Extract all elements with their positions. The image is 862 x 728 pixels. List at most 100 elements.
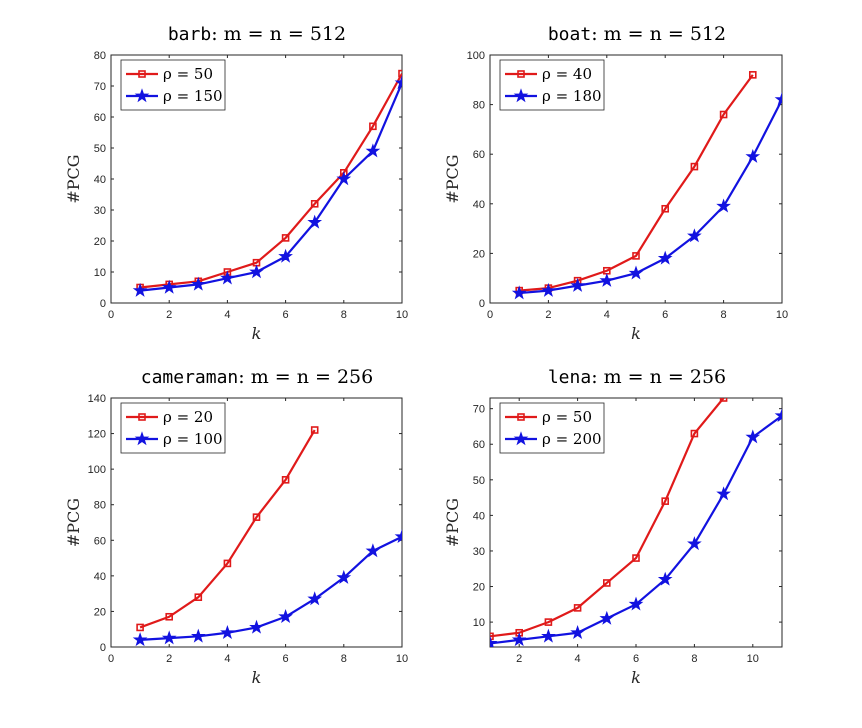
data-point — [132, 282, 148, 297]
series-line — [139, 429, 316, 629]
chart-panel-1: barb: m = n = 512 0 2 4 6 8 10 0 10 20 30 40 50 60 70 8… — [64, 23, 408, 343]
data-point — [398, 69, 402, 78]
data-point — [490, 635, 498, 647]
data-point — [690, 162, 699, 171]
data-point — [223, 559, 232, 568]
chart-title: barb: m = n = 512 — [168, 23, 346, 45]
data-point — [249, 264, 264, 279]
x-axis-label: k — [252, 324, 262, 343]
data-point — [745, 429, 761, 444]
axes-box — [110, 397, 403, 648]
x-tick-label: 6 — [283, 653, 289, 665]
data-point — [657, 250, 673, 265]
legend-label: ρ = 100 — [163, 430, 223, 448]
y-tick-label: 40 — [94, 571, 106, 583]
data-point — [719, 398, 728, 402]
y-tick-label: 40 — [473, 510, 485, 522]
data-point — [719, 110, 728, 119]
y-tick-label: 20 — [473, 248, 485, 260]
x-tick-label: 8 — [341, 309, 347, 321]
data-point — [716, 198, 731, 213]
series-line — [139, 82, 402, 292]
y-tick-label: 100 — [88, 464, 106, 476]
data-point — [278, 248, 293, 263]
series-2 — [511, 91, 782, 300]
series-line — [140, 535, 402, 641]
data-point — [602, 579, 611, 587]
legend-label: ρ = 50 — [163, 65, 213, 83]
data-point — [190, 276, 206, 291]
data-point — [394, 529, 402, 543]
data-point — [336, 171, 352, 186]
data-point — [278, 609, 293, 624]
series-2 — [132, 529, 402, 647]
x-tick-label: 2 — [545, 309, 551, 321]
data-point — [394, 75, 402, 90]
chart-title: lena: m = n = 256 — [548, 366, 726, 388]
chart-title: boat: m = n = 512 — [548, 23, 726, 45]
y-tick-label: 50 — [94, 143, 106, 155]
data-point — [661, 204, 670, 213]
x-tick-label: 10 — [776, 309, 788, 321]
y-tick-label: 60 — [94, 535, 106, 547]
data-point — [336, 569, 352, 584]
series-line — [139, 73, 402, 289]
legend-label: ρ = 200 — [542, 430, 602, 448]
legend-marker — [513, 88, 529, 103]
y-tick-label: 10 — [94, 267, 106, 279]
legend: ρ = 50 ρ = 200 — [499, 402, 605, 454]
data-point — [136, 623, 144, 632]
x-tick-label: 6 — [662, 309, 668, 321]
x-tick-label: 4 — [604, 309, 610, 321]
y-axis-label: #PCG — [64, 154, 83, 203]
y-tick-label: 30 — [94, 205, 106, 217]
x-tick-label: 0 — [108, 653, 114, 665]
x-tick-label: 4 — [575, 653, 581, 665]
data-point — [365, 143, 381, 158]
y-tick-label: 20 — [94, 606, 106, 618]
data-point — [490, 632, 494, 641]
data-point — [661, 497, 670, 505]
x-tick-label: 2 — [166, 653, 172, 665]
data-point — [281, 476, 290, 484]
x-tick-label: 2 — [166, 309, 172, 321]
x-tick-label: 6 — [283, 309, 289, 321]
x-tick-label: 0 — [487, 309, 493, 321]
chart-title-name: cameraman — [141, 367, 239, 388]
data-point — [774, 91, 782, 106]
legend-label: ρ = 50 — [542, 408, 592, 426]
y-tick-label: 0 — [100, 642, 106, 654]
y-tick-label: 70 — [473, 404, 485, 416]
data-point — [690, 429, 699, 438]
chart-title-dims: : m = n = 256 — [591, 366, 726, 388]
data-point — [511, 285, 527, 300]
y-tick-label: 10 — [473, 617, 485, 629]
x-tick-label: 6 — [633, 653, 639, 665]
legend-label: ρ = 180 — [542, 87, 602, 105]
axes-box — [489, 54, 783, 304]
y-tick-label: 40 — [473, 199, 485, 211]
legend-label: ρ = 40 — [542, 65, 592, 83]
data-point — [307, 214, 323, 229]
y-tick-label: 140 — [88, 393, 106, 405]
legend-label: ρ = 20 — [163, 408, 213, 426]
x-tick-label: 4 — [224, 309, 230, 321]
data-point — [307, 591, 323, 606]
x-tick-label: 0 — [108, 309, 114, 321]
series-2 — [132, 75, 402, 297]
y-tick-label: 50 — [473, 475, 485, 487]
data-point — [632, 252, 640, 260]
legend-marker — [513, 431, 529, 446]
y-tick-label: 100 — [467, 50, 485, 62]
data-point — [628, 265, 644, 280]
data-point — [570, 625, 585, 640]
data-point — [632, 554, 640, 562]
legend-marker — [134, 431, 150, 446]
series-line — [490, 398, 725, 638]
y-tick-label: 0 — [100, 298, 106, 310]
x-tick-label: 10 — [747, 653, 759, 665]
data-point — [687, 228, 702, 243]
data-point — [687, 536, 702, 551]
